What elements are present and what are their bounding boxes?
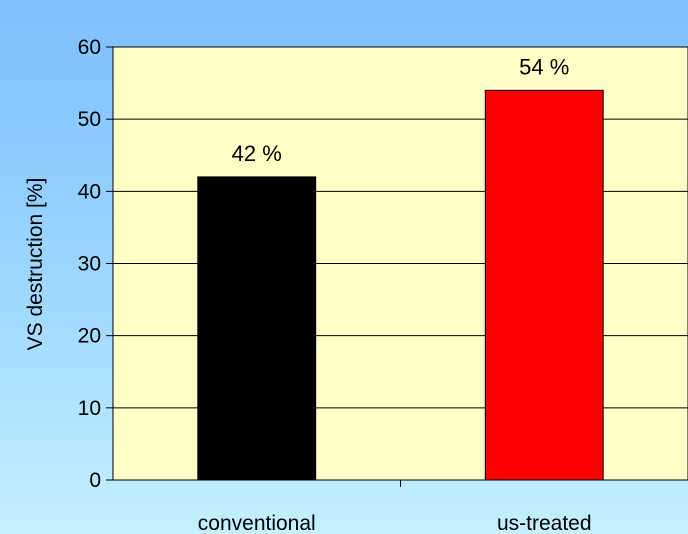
y-tick-label: 50	[78, 108, 101, 131]
y-tick-label: 60	[78, 36, 101, 59]
y-tick-label: 20	[78, 325, 101, 348]
bar-conventional	[197, 176, 317, 481]
y-tick-label: 10	[78, 397, 101, 420]
data-labels: 42 % 54 %	[232, 54, 570, 166]
data-label: 42 %	[232, 141, 282, 166]
data-label: 54 %	[519, 54, 569, 79]
y-axis-title: VS destruction [%]	[24, 178, 47, 351]
y-tick-label: 40	[78, 180, 101, 203]
x-tick-labels: conventional us-treated	[198, 480, 592, 534]
y-tick-labels: 0 10 20 30 40 50 60	[78, 36, 113, 492]
bars	[197, 89, 604, 481]
y-tick-label: 30	[78, 253, 101, 276]
bar-us-treated	[484, 89, 604, 481]
x-tick-label: conventional	[198, 512, 316, 534]
y-tick-label: 0	[89, 469, 101, 492]
x-tick-label: us-treated	[497, 512, 592, 534]
